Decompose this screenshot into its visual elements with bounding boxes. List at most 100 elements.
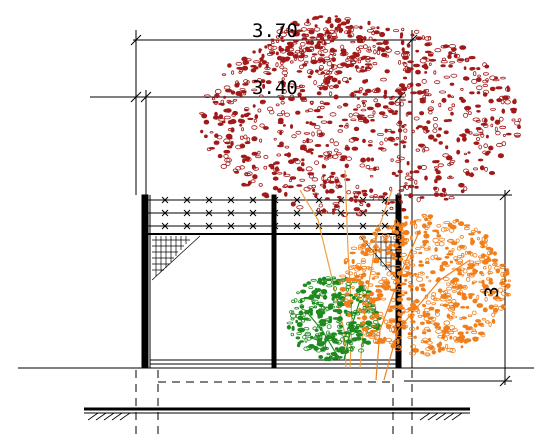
leaf (357, 114, 365, 117)
leaf (471, 263, 476, 267)
leaf (332, 308, 340, 313)
leaf (441, 97, 447, 103)
leaf (396, 270, 401, 276)
leaf (314, 193, 318, 199)
leaf (376, 42, 384, 45)
leaf (409, 287, 414, 293)
leaf (287, 159, 295, 165)
leaf (385, 27, 391, 32)
leaf (424, 326, 430, 331)
leaf (326, 34, 331, 40)
leaf (242, 83, 249, 86)
leaf (334, 17, 342, 23)
leaf (331, 154, 339, 159)
leaf (351, 286, 355, 290)
leaf (332, 277, 337, 282)
leaf (472, 167, 478, 171)
barb (249, 209, 257, 217)
leaf (303, 186, 311, 192)
leaf (491, 312, 496, 318)
leaf (343, 301, 351, 307)
leaf (366, 106, 374, 111)
leaf (415, 148, 420, 152)
leaf (402, 61, 407, 65)
leaf (479, 240, 485, 246)
leaf (394, 101, 400, 106)
leaf (351, 258, 355, 264)
leaf (277, 94, 285, 99)
leaf (415, 83, 422, 87)
leaf (351, 277, 357, 282)
leaf (430, 316, 437, 322)
leaf (427, 214, 434, 219)
leaf (328, 54, 334, 60)
leaf (309, 36, 316, 39)
leaf (425, 129, 430, 133)
leaf (372, 303, 376, 307)
leaf (437, 163, 444, 167)
leaf (460, 305, 466, 309)
leaf (494, 126, 498, 132)
leaf (286, 321, 294, 325)
leaf (355, 184, 360, 190)
leaf (413, 335, 417, 339)
leaf (480, 253, 486, 259)
leaf (390, 130, 396, 134)
leaf (339, 274, 347, 278)
leaf (285, 27, 291, 33)
leaf (393, 229, 399, 234)
leaf (495, 130, 501, 136)
leaf (332, 286, 337, 291)
leaf (332, 49, 338, 53)
leaf (448, 196, 455, 200)
leaf (499, 263, 506, 267)
leaf (326, 352, 331, 356)
leaf (300, 98, 308, 103)
leaf (427, 108, 433, 111)
leaf (476, 237, 480, 241)
leaf (309, 70, 314, 75)
leaf (313, 336, 319, 340)
leaf (242, 60, 250, 65)
leaf (295, 336, 301, 340)
leaf (290, 317, 295, 321)
leaf (214, 133, 219, 139)
leaf (263, 154, 269, 159)
leaf (297, 341, 302, 345)
leaf (425, 347, 432, 351)
leaf (500, 76, 506, 80)
leaf (259, 99, 266, 104)
leaf (503, 270, 510, 276)
leaf (382, 114, 388, 119)
leaf (299, 304, 304, 309)
leaf (448, 64, 453, 68)
leaf (282, 124, 286, 127)
leaf (329, 112, 337, 117)
leaf (405, 112, 409, 117)
leaf (242, 158, 246, 164)
leaf (295, 50, 301, 54)
leaf (401, 27, 405, 32)
leaf (465, 331, 469, 334)
leaf (341, 298, 349, 302)
leaf (359, 163, 366, 168)
leaf (279, 32, 287, 38)
leaf (419, 111, 425, 116)
leaf (477, 230, 482, 234)
leaf (464, 58, 470, 63)
leaf (353, 126, 360, 132)
leaf (246, 137, 251, 142)
leaf (251, 79, 258, 84)
leaf (394, 264, 402, 269)
leaf (492, 307, 499, 313)
leaf (407, 336, 413, 339)
leaf (322, 174, 326, 177)
leaf (331, 57, 337, 62)
leaf (203, 94, 211, 98)
leaf (319, 53, 325, 57)
leaf (463, 224, 471, 227)
leaf (254, 114, 259, 120)
leaf (446, 176, 454, 180)
leaf (203, 119, 210, 125)
leaf (319, 310, 326, 315)
